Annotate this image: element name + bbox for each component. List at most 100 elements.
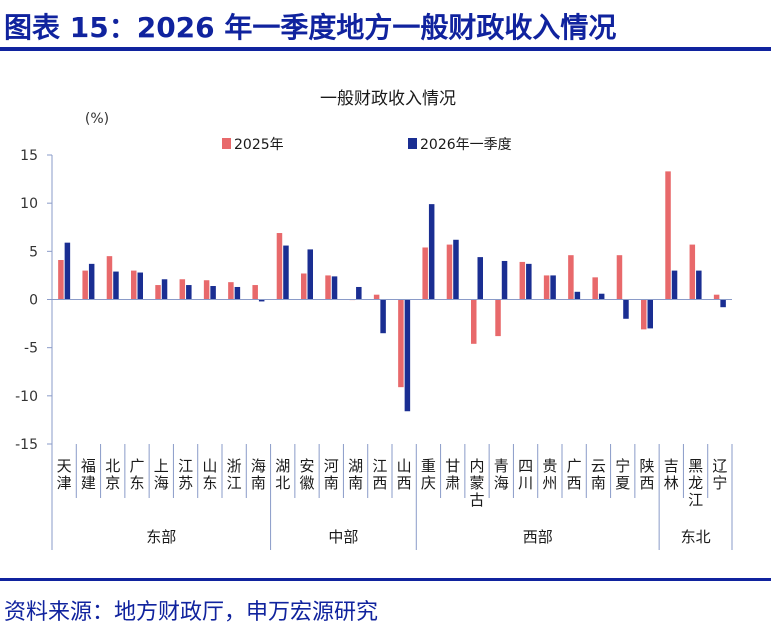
x-tick-label: 江苏	[178, 457, 193, 492]
bar-2025	[592, 277, 598, 300]
x-tick-label: 山西	[397, 457, 412, 492]
x-tick-label: 湖北	[275, 457, 290, 492]
x-tick-label: 陕西	[639, 457, 654, 492]
bars	[58, 171, 726, 412]
bar-2025	[325, 275, 331, 300]
bar-2025	[301, 273, 307, 300]
bar-2026q1	[331, 276, 338, 300]
x-tick-label: 广东	[129, 457, 144, 492]
figure-header: 图表 15：2026 年一季度地方一般财政收入情况	[0, 0, 771, 54]
bar-2025	[398, 299, 404, 388]
y-tick-label: 10	[20, 196, 38, 212]
bar-2025	[689, 244, 696, 300]
region-label: 东部	[146, 528, 176, 546]
x-axis: 天津福建北京广东上海江苏山东浙江海南湖北安徽河南湖南江西山西重庆甘肃内蒙古青海四…	[51, 299, 733, 509]
bar-2026q1	[696, 270, 702, 300]
bar-2026q1	[453, 239, 459, 300]
x-tick-label: 广西	[567, 457, 582, 492]
bar-2025	[446, 244, 453, 300]
bar-2026q1	[428, 204, 435, 300]
y-tick-label: 5	[29, 244, 38, 260]
y-tick-label: 0	[29, 293, 38, 309]
x-tick-label: 内蒙古	[469, 457, 484, 509]
y-unit-label: (%)	[85, 111, 109, 127]
y-axis: 15 10 5 0 -5 -10 -15	[15, 148, 53, 453]
y-tick-label: 15	[20, 148, 38, 164]
bar-2025	[471, 299, 477, 344]
x-tick-label: 河南	[324, 457, 339, 492]
bar-2025	[568, 255, 574, 300]
bar-2026q1	[526, 263, 532, 300]
bar-2026q1	[380, 299, 386, 334]
bar-2026q1	[234, 286, 241, 300]
bar-2025	[228, 282, 234, 300]
x-tick-label: 北京	[105, 457, 120, 492]
x-tick-label: 海南	[251, 457, 266, 492]
bar-2025	[179, 279, 186, 300]
x-tick-label: 吉林	[664, 457, 679, 492]
legend-label-2026q1: 2026年一季度	[420, 137, 512, 153]
x-tick-label: 江西	[372, 457, 387, 492]
bar-2025	[519, 261, 526, 300]
x-tick-label: 贵州	[542, 457, 557, 492]
x-tick-label: 青海	[494, 457, 509, 492]
y-tick-label: -15	[15, 437, 38, 453]
x-tick-label: 甘肃	[445, 457, 460, 492]
bar-2025	[155, 285, 161, 300]
bar-2026q1	[404, 299, 411, 412]
x-tick-label: 云南	[591, 457, 606, 492]
x-tick-label: 上海	[154, 457, 169, 492]
bar-2025	[495, 299, 501, 337]
region-label: 中部	[328, 528, 358, 546]
bar-2026q1	[137, 272, 143, 300]
bar-2025	[665, 171, 671, 300]
bar-2026q1	[720, 299, 726, 308]
legend-label-2025: 2025年	[234, 137, 284, 153]
x-tick-label: 浙江	[227, 457, 242, 492]
bar-2026q1	[574, 291, 581, 300]
bar-2025	[422, 247, 428, 300]
bar-2026q1	[598, 293, 605, 300]
region-groups: 东部 中部 西部 东北	[51, 498, 733, 550]
bar-2025	[276, 233, 283, 300]
y-tick-label: -10	[15, 389, 38, 405]
x-tick-label: 安徽	[299, 457, 314, 492]
bar-2026q1	[550, 275, 556, 300]
figure-title: 图表 15：2026 年一季度地方一般财政收入情况	[4, 11, 617, 44]
source-note: 资料来源：地方财政厅，申万宏源研究	[4, 600, 379, 625]
x-tick-label: 湖南	[348, 457, 363, 492]
x-tick-label: 四川	[518, 457, 533, 492]
x-tick-label: 福建	[81, 457, 96, 492]
x-tick-label: 宁夏	[615, 457, 630, 492]
bar-2026q1	[283, 245, 289, 300]
bar-2025	[713, 294, 720, 300]
bar-2025	[203, 280, 210, 300]
bar-2026q1	[477, 257, 483, 300]
bar-2026q1	[161, 279, 168, 300]
bar-2026q1	[113, 271, 119, 300]
header-divider	[0, 47, 771, 51]
x-tick-label: 山东	[202, 457, 217, 492]
x-tick-label: 黑龙江	[688, 457, 703, 509]
bar-2025	[82, 270, 88, 300]
bar-2025	[543, 275, 550, 300]
bar-2026q1	[647, 299, 653, 329]
bar-2026q1	[210, 286, 216, 300]
bar-2026q1	[307, 249, 313, 300]
legend: 2025年 2026年一季度	[222, 137, 512, 153]
bar-2026q1	[356, 286, 362, 300]
legend-swatch-2025	[222, 138, 231, 149]
bar-chart: 一般财政收入情况 (%) 2025年 2026年一季度 15 10 5 0 -5 -10 -…	[15, 89, 733, 550]
bar-2026q1	[623, 299, 629, 319]
bar-2026q1	[64, 242, 71, 300]
bar-2025	[616, 255, 623, 300]
region-label: 西部	[523, 528, 553, 546]
bar-2026q1	[671, 270, 678, 300]
y-tick-label: -5	[24, 341, 38, 357]
bar-2025	[131, 270, 137, 300]
bar-2026q1	[501, 260, 508, 300]
footer-divider	[0, 578, 771, 581]
x-tick-label: 重庆	[421, 457, 436, 492]
chart-title: 一般财政收入情况	[320, 89, 456, 109]
bar-2025	[252, 285, 258, 300]
